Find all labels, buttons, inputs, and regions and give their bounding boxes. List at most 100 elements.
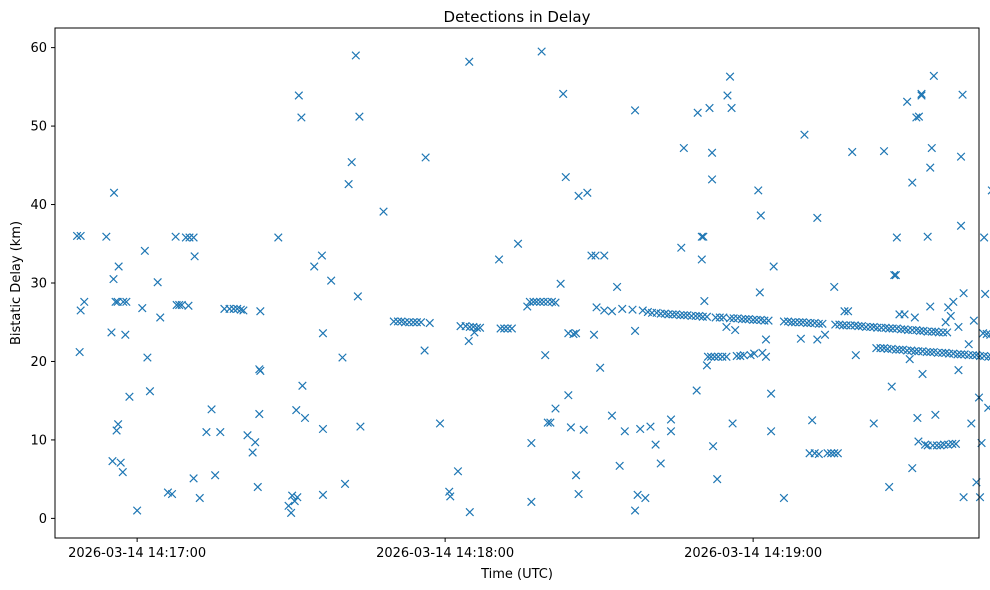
data-point [425, 318, 434, 328]
data-point [932, 441, 942, 450]
data-point [705, 103, 714, 113]
data-point [679, 143, 689, 153]
data-point [691, 311, 700, 321]
data-point [465, 57, 474, 66]
data-point [926, 163, 935, 172]
data-point [891, 345, 901, 354]
data-point [310, 262, 319, 271]
data-point [664, 310, 673, 319]
data-point [877, 323, 886, 332]
data-point [286, 508, 296, 518]
data-point [543, 297, 553, 307]
data-point [503, 324, 512, 333]
data-point [888, 324, 897, 333]
data-point [883, 344, 892, 354]
data-point [250, 438, 260, 447]
data-point [715, 313, 724, 322]
data-point [814, 449, 824, 459]
data-point [630, 506, 640, 515]
data-point [409, 318, 418, 327]
data-point [752, 315, 761, 325]
data-point [75, 347, 84, 357]
data-point [887, 382, 896, 391]
data-point [284, 501, 293, 511]
data-point [865, 322, 875, 332]
data-point [854, 321, 863, 331]
data-point [769, 262, 778, 271]
data-point [167, 489, 177, 499]
data-point [412, 318, 422, 327]
data-point [728, 419, 737, 428]
data-point [903, 325, 913, 335]
data-point [496, 324, 505, 333]
data-point [317, 251, 327, 260]
data-point [876, 343, 885, 353]
data-point [830, 449, 839, 458]
data-point [795, 318, 804, 327]
data-point [922, 347, 931, 357]
data-point [464, 336, 473, 346]
data-point [109, 274, 118, 284]
data-point [761, 352, 771, 361]
data-point [813, 335, 822, 344]
data-point [942, 328, 952, 337]
data-point [114, 262, 123, 271]
data-point [564, 390, 573, 400]
x-axis-title: Time (UTC) [480, 567, 553, 582]
data-point [532, 297, 541, 307]
data-point [693, 108, 702, 117]
data-point [806, 318, 815, 328]
data-point [697, 232, 707, 241]
data-point [76, 306, 85, 315]
data-point [891, 270, 901, 280]
data-point [140, 246, 150, 256]
data-point [959, 492, 968, 502]
data-point [913, 413, 922, 423]
data-point [292, 405, 301, 415]
data-point [861, 322, 871, 332]
data-point [507, 324, 517, 333]
data-point [800, 130, 809, 139]
data-point [710, 352, 719, 361]
data-point [297, 113, 306, 122]
data-point [910, 347, 920, 356]
data-point [600, 306, 609, 315]
data-point [420, 346, 429, 355]
data-point [969, 316, 979, 325]
data-point [102, 232, 111, 241]
data-point [287, 491, 297, 500]
data-point [941, 318, 950, 327]
data-point [975, 351, 985, 361]
data-point [764, 316, 773, 325]
data-point [754, 186, 763, 195]
data-point [761, 335, 771, 344]
data-point [125, 392, 134, 401]
data-point [318, 328, 328, 338]
data-point [189, 233, 198, 242]
data-point [651, 440, 660, 449]
data-point [216, 427, 225, 437]
data-point [290, 496, 299, 506]
data-point [472, 323, 482, 332]
data-point [923, 327, 932, 336]
data-point [840, 307, 849, 316]
data-point [722, 322, 731, 332]
y-tick-label: 50 [30, 120, 47, 135]
data-point [927, 143, 936, 153]
data-point [954, 322, 963, 332]
data-point [255, 409, 264, 419]
data-point [465, 507, 474, 517]
data-point [958, 90, 967, 99]
data-point [851, 350, 861, 360]
data-point [802, 318, 812, 328]
data-point [184, 301, 193, 310]
data-point [355, 112, 364, 121]
data-point [729, 314, 738, 323]
data-point [274, 233, 283, 242]
data-point [732, 351, 741, 361]
data-point [956, 350, 966, 359]
data-point [138, 303, 147, 313]
data-point [109, 188, 119, 197]
data-point [890, 270, 899, 280]
